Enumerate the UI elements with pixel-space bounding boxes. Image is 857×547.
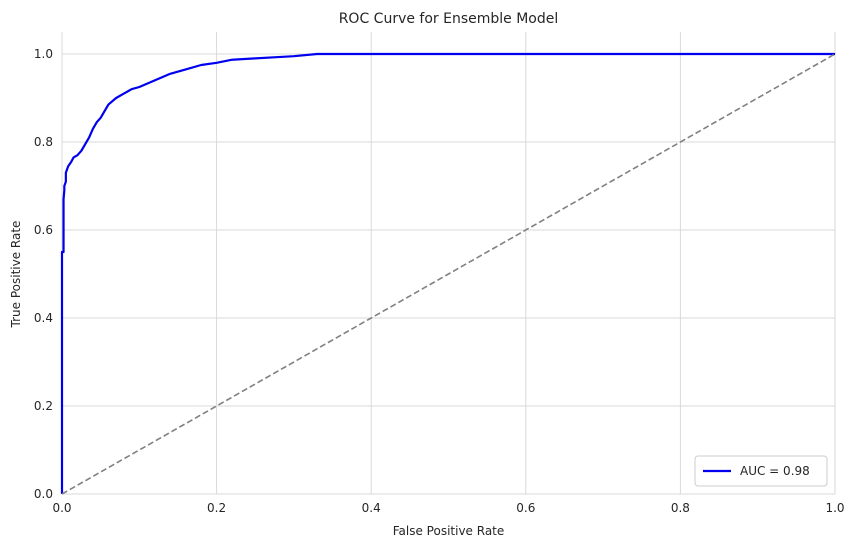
roc-curve-line (60, 52, 835, 494)
y-tick-label: 0.2 (34, 399, 53, 413)
y-tick-label: 0.6 (34, 223, 53, 237)
y-tick-label: 1.0 (34, 47, 53, 61)
x-tick-label: 0.2 (207, 501, 226, 515)
x-tick-label: 0.4 (362, 501, 381, 515)
y-tick-label: 0.4 (34, 311, 53, 325)
plot-background (62, 32, 835, 494)
legend-entry-label: AUC = 0.98 (740, 464, 810, 478)
x-tick-label: 0.0 (52, 501, 71, 515)
diagonal-reference-line (61, 53, 836, 495)
x-axis-label: False Positive Rate (393, 524, 505, 538)
chart-title: ROC Curve for Ensemble Model (339, 11, 559, 27)
y-tick-label: 0.8 (34, 135, 53, 149)
x-tick-label: 0.8 (671, 501, 690, 515)
y-axis-label: True Positive Rate (9, 221, 23, 329)
x-tick-label: 0.6 (516, 501, 535, 515)
plot-area: 0.0 0.2 0.4 0.6 0.8 1.0 0.0 0.2 0.4 0.6 0.8 1.0 AUC … (34, 32, 845, 515)
legend-box (694, 455, 828, 487)
x-tick-label: 1.0 (825, 501, 844, 515)
y-tick-label: 0.0 (34, 487, 53, 501)
